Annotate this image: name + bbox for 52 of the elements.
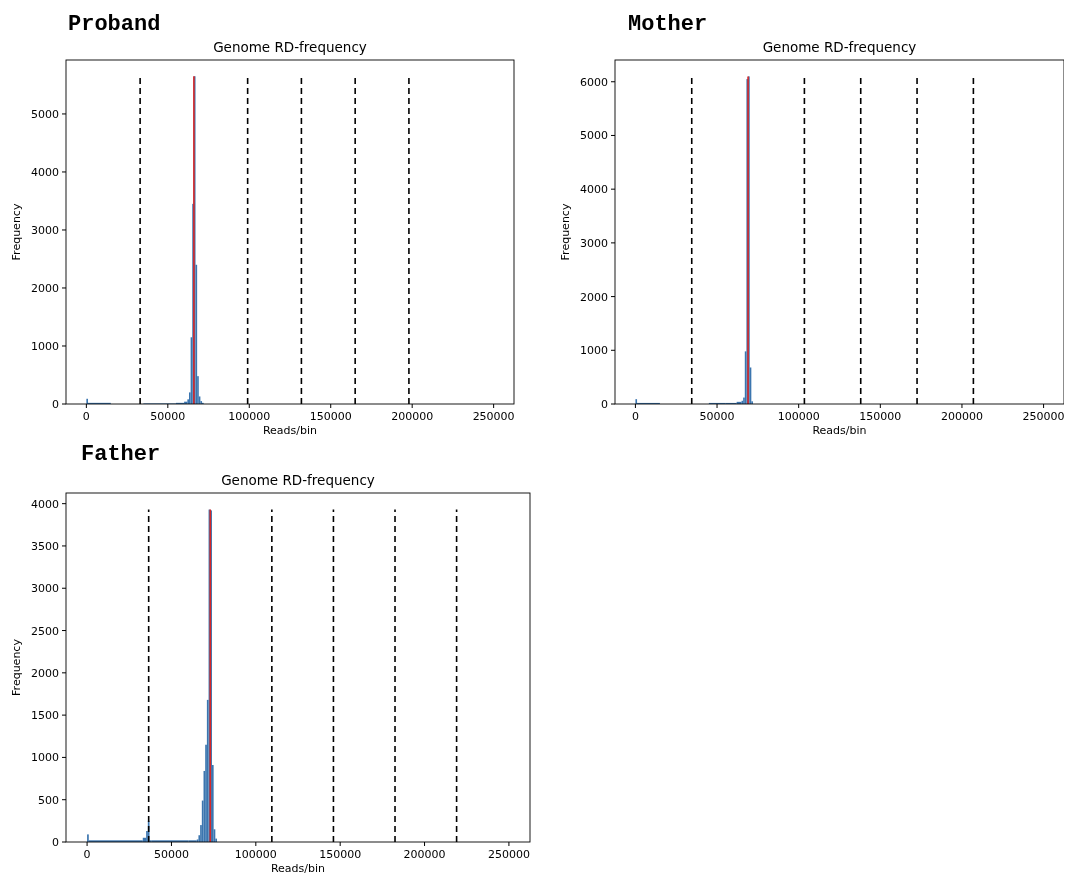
chart-subtitle: Genome RD-frequency [221, 472, 375, 488]
y-tick-label: 2000 [31, 281, 59, 295]
y-tick-label: 5000 [31, 107, 59, 121]
x-axis-title: Reads/bin [262, 424, 318, 437]
y-tick-label: 4000 [31, 165, 59, 179]
y-tick-label: 500 [38, 793, 59, 807]
x-tick-label: 100000 [228, 410, 271, 423]
x-tick-label: 150000 [859, 410, 902, 423]
y-tick-label: 1500 [31, 709, 59, 723]
x-tick-label: 250000 [487, 848, 530, 861]
y-tick-label: 1000 [580, 344, 608, 358]
y-tick-label: 2500 [31, 624, 59, 638]
y-axis-title: Frequency [10, 638, 23, 696]
x-tick-label: 150000 [319, 848, 362, 861]
x-tick-label: 50000 [699, 410, 735, 423]
y-axis-title: Frequency [559, 203, 572, 261]
x-tick-label: 50000 [150, 410, 186, 423]
x-tick-label: 100000 [234, 848, 277, 861]
x-tick-label: 50000 [153, 848, 189, 861]
x-tick-label: 0 [83, 848, 91, 861]
y-tick-label: 2000 [31, 666, 59, 680]
chart-title: Father [81, 442, 161, 467]
x-tick-label: 200000 [940, 410, 983, 423]
x-tick-label: 250000 [1022, 410, 1065, 423]
chart-title: Mother [628, 12, 708, 37]
y-tick-label: 0 [52, 398, 59, 411]
y-tick-label: 4000 [580, 183, 608, 197]
x-tick-label: 200000 [391, 410, 434, 423]
y-tick-label: 5000 [580, 129, 608, 143]
x-axis-title: Reads/bin [270, 862, 326, 875]
chart-subtitle: Genome RD-frequency [213, 39, 367, 55]
x-tick-label: 0 [631, 410, 639, 423]
x-tick-label: 150000 [309, 410, 352, 423]
y-tick-label: 1000 [31, 339, 59, 353]
y-tick-label: 3000 [31, 223, 59, 237]
y-tick-label: 3000 [31, 582, 59, 596]
x-tick-label: 250000 [472, 410, 515, 423]
x-axis-title: Reads/bin [812, 424, 867, 437]
y-tick-label: 3500 [31, 539, 59, 553]
chart-title: Proband [68, 12, 161, 37]
y-tick-label: 6000 [580, 75, 608, 89]
x-tick-label: 200000 [403, 848, 446, 861]
chart-subtitle: Genome RD-frequency [762, 39, 917, 55]
y-tick-label: 1000 [31, 751, 59, 765]
y-tick-label: 4000 [31, 497, 59, 511]
y-tick-label: 0 [52, 836, 59, 849]
x-tick-label: 0 [82, 410, 90, 423]
x-tick-label: 100000 [777, 410, 820, 423]
y-tick-label: 0 [601, 398, 608, 411]
y-tick-label: 3000 [580, 236, 608, 250]
y-tick-label: 2000 [580, 290, 608, 304]
y-axis-title: Frequency [10, 203, 23, 261]
